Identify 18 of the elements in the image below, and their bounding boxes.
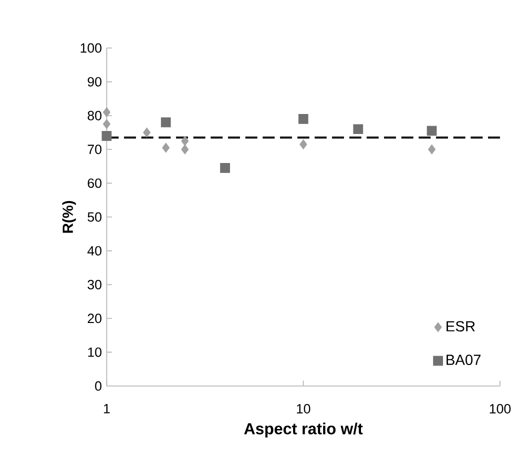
y-tick-label: 10 xyxy=(88,347,102,357)
y-tick-label: 70 xyxy=(88,144,102,154)
y-tick-label: 40 xyxy=(87,246,102,256)
y-tick-label: 20 xyxy=(88,314,102,324)
y-tick-label: 0 xyxy=(95,381,102,391)
x-tick-label: 1 xyxy=(104,404,110,414)
y-tick-label: 30 xyxy=(88,280,102,290)
x-axis-title: Aspect ratio w/t xyxy=(244,422,363,438)
y-tick-label: 50 xyxy=(88,212,102,222)
y-tick-label: 90 xyxy=(88,77,102,87)
y-tick-label: 80 xyxy=(88,110,102,120)
y-tick-label: 60 xyxy=(88,178,102,188)
legend-label: ESR xyxy=(446,321,475,332)
x-tick-label: 100 xyxy=(490,404,511,414)
y-tick-label: 100 xyxy=(80,43,102,53)
y-axis-title: R(%) xyxy=(62,201,76,233)
legend-label: BA07 xyxy=(446,354,481,366)
x-tick-label: 10 xyxy=(296,404,310,414)
